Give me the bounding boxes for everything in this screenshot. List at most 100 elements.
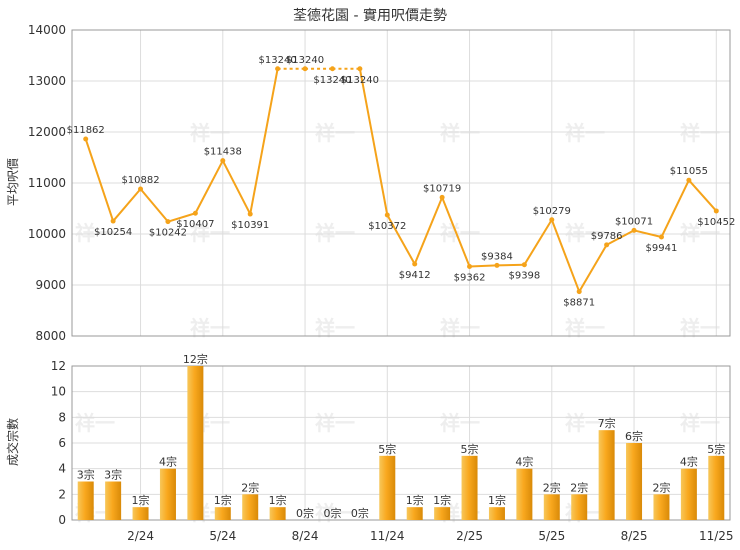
line-data-label: $11438: [204, 147, 242, 158]
bar-plot-frame: [71, 365, 731, 521]
line-point: [494, 262, 500, 268]
bar-y-tick-label: 0: [58, 513, 66, 527]
x-tick-label: 2/24: [127, 529, 154, 543]
line-point: [576, 289, 582, 295]
line-y-tick-label: 9000: [35, 278, 66, 292]
line-point: [192, 210, 198, 216]
line-data-label: $10254: [94, 227, 132, 238]
line-data-label: $13240: [313, 75, 351, 86]
watermark-text: 祥一: [440, 411, 480, 435]
line-y-tick-label: 14000: [28, 23, 66, 37]
watermark-text: 祥一: [680, 221, 720, 245]
line-segment: [550, 219, 581, 292]
bar: [132, 507, 149, 520]
line-segment: [496, 263, 525, 267]
line-data-label: $9362: [454, 273, 486, 284]
watermark-text: 祥一: [440, 121, 480, 145]
bar-data-label: 1宗: [433, 493, 451, 507]
line-segment: [413, 196, 444, 265]
bar-data-label: 4宗: [159, 455, 177, 469]
bar: [77, 481, 94, 520]
bar-data-label: 4宗: [515, 455, 533, 469]
bar: [379, 455, 396, 520]
bar: [488, 507, 505, 520]
bar: [653, 494, 670, 520]
bar: [571, 494, 588, 520]
bar: [598, 430, 615, 520]
line-data-label: $10242: [149, 228, 187, 239]
line-data-label: $10407: [176, 219, 214, 230]
line-point: [165, 219, 171, 225]
x-tick-label: 8/25: [621, 529, 648, 543]
line-data-label: $10719: [423, 183, 461, 194]
bar-data-label: 5宗: [461, 442, 479, 456]
line-data-label: $13240: [259, 55, 297, 66]
x-tick-label: 5/24: [209, 529, 236, 543]
bar-y-tick-label: 12: [51, 359, 66, 373]
bar-data-label: 2宗: [543, 480, 561, 494]
watermark-text: 祥一: [315, 121, 355, 145]
bar-data-label: 5宗: [707, 442, 725, 456]
bar-data-label: 2宗: [241, 480, 259, 494]
bar-y-tick-label: 10: [51, 385, 66, 399]
bar-data-label: 0宗: [296, 506, 314, 520]
bar: [269, 507, 286, 520]
bar-y-tick-label: 8: [58, 410, 66, 424]
watermark-text: 祥一: [190, 121, 230, 145]
line-point: [631, 227, 637, 233]
bar-data-label: 2宗: [652, 480, 670, 494]
bar: [242, 494, 259, 520]
bar-y-tick-label: 2: [58, 487, 66, 501]
bar: [708, 455, 725, 520]
bar: [159, 468, 176, 520]
bar: [434, 507, 451, 520]
line-data-label: $9398: [508, 271, 540, 282]
watermark-text: 祥一: [680, 411, 720, 435]
line-segment: [167, 212, 196, 223]
line-data-label: $10882: [121, 175, 159, 186]
bar-data-label: 1宗: [488, 493, 506, 507]
line-data-label: $10071: [615, 216, 653, 227]
line-y-tick-label: 11000: [28, 176, 66, 190]
bar: [516, 468, 533, 520]
line-segment: [84, 138, 115, 222]
bar: [187, 366, 204, 520]
bar-data-label: 5宗: [378, 442, 396, 456]
bar-y-tick-label: 6: [58, 436, 66, 450]
line-data-label: $9412: [399, 270, 431, 281]
line-point: [110, 218, 116, 224]
x-tick-label: 11/25: [699, 529, 734, 543]
line-point: [467, 264, 473, 270]
line-point: [357, 66, 363, 72]
line-point: [220, 158, 226, 164]
x-tick-label: 8/24: [292, 529, 319, 543]
watermark-text: 祥一: [75, 411, 115, 435]
line-data-label: $13240: [286, 55, 324, 66]
line-data-label: $9786: [591, 231, 623, 242]
bar-y-axis-label: 成交宗數: [5, 418, 20, 466]
line-segment: [633, 229, 662, 238]
x-tick-label: 5/25: [538, 529, 565, 543]
line-segment: [221, 160, 252, 215]
line-segment: [523, 219, 553, 266]
line-plot-frame: [71, 29, 731, 337]
line-segment: [688, 179, 718, 212]
x-tick-label: 11/24: [370, 529, 405, 543]
bar-data-label: 0宗: [351, 506, 369, 520]
line-point: [686, 177, 692, 183]
bar-data-label: 2宗: [570, 480, 588, 494]
watermark-text: 祥一: [315, 501, 355, 525]
watermark-text: 祥一: [565, 121, 605, 145]
line-segment: [660, 179, 690, 238]
watermark-text: 祥一: [565, 221, 605, 245]
x-tick-label: 2/25: [456, 529, 483, 543]
bar: [543, 494, 560, 520]
bar-data-label: 4宗: [680, 455, 698, 469]
line-data-label: $9941: [646, 243, 678, 254]
line-segment: [139, 188, 169, 223]
bar-data-label: 0宗: [323, 506, 341, 520]
line-y-tick-label: 13000: [28, 74, 66, 88]
bar-data-label: 6宗: [625, 429, 643, 443]
line-point: [384, 212, 390, 218]
